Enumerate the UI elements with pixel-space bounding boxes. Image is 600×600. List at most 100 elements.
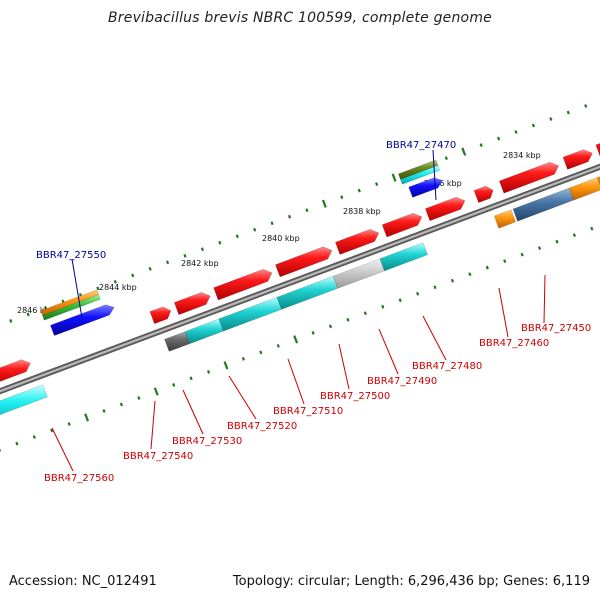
scale-tick bbox=[113, 279, 117, 284]
gene-arrow bbox=[493, 209, 516, 229]
scale-tick bbox=[497, 136, 501, 141]
gene-arrow bbox=[335, 229, 380, 255]
scale-tick bbox=[311, 330, 315, 335]
scale-tick bbox=[218, 240, 222, 245]
gene-label: BBR47_27560 bbox=[44, 473, 114, 484]
scale-tick bbox=[137, 396, 141, 400]
scale-tick bbox=[15, 441, 19, 446]
scale-tick bbox=[67, 422, 71, 426]
gene-arrow bbox=[473, 185, 494, 203]
scale-tick bbox=[148, 266, 152, 271]
label-leader-line bbox=[378, 328, 399, 375]
gene-arrow bbox=[400, 165, 441, 185]
gene-label: BBR47_27500 bbox=[320, 391, 390, 402]
genome-summary-text: Topology: circular; Length: 6,296,436 bp… bbox=[232, 574, 590, 589]
scale-tick bbox=[340, 195, 344, 200]
scale-tick bbox=[514, 130, 518, 134]
scale-tick bbox=[531, 123, 536, 128]
scale-tick bbox=[485, 265, 489, 270]
scale-tick bbox=[32, 435, 36, 439]
label-leader-line bbox=[432, 149, 437, 201]
scale-tick bbox=[270, 221, 274, 226]
label-leader-line bbox=[498, 287, 509, 338]
scale-tick bbox=[189, 376, 193, 381]
gene-arrow bbox=[408, 177, 443, 198]
scale-tick bbox=[328, 324, 333, 329]
gene-arrow bbox=[379, 242, 428, 272]
gene-label: BBR47_27540 bbox=[123, 451, 193, 462]
gene-label: BBR47_27510 bbox=[273, 406, 343, 417]
gene-arrow bbox=[149, 306, 172, 325]
gene-arrow bbox=[596, 176, 600, 186]
scale-tick bbox=[468, 272, 472, 277]
gene-arrow bbox=[568, 177, 600, 201]
genome-backbone bbox=[0, 163, 600, 395]
scale-tick bbox=[200, 247, 205, 252]
scale-tick bbox=[305, 208, 309, 213]
scale-tick bbox=[276, 343, 280, 348]
scale-tick bbox=[235, 234, 239, 239]
scale-tick bbox=[241, 356, 245, 361]
scale-tick bbox=[26, 312, 30, 317]
scale-tick bbox=[96, 286, 100, 291]
label-leader-line bbox=[150, 400, 156, 450]
scale-tick bbox=[520, 252, 524, 257]
scale-tick bbox=[381, 304, 385, 309]
scale-tick bbox=[206, 370, 211, 374]
gene-arrow bbox=[42, 294, 101, 321]
label-leader-line bbox=[228, 375, 257, 420]
gene-arrow bbox=[275, 246, 333, 278]
gene-label: BBR47_27520 bbox=[227, 421, 297, 432]
scale-label: 2836 kbp bbox=[424, 179, 462, 188]
gene-arrow bbox=[213, 268, 273, 301]
scale-tick bbox=[375, 182, 379, 187]
scale-ticks: 2834 kbp 2836 kbp 2838 kbp 2840 kbp 2842 kbp… bbox=[0, 104, 594, 452]
gene-arrow bbox=[0, 384, 48, 415]
scale-tick bbox=[444, 156, 448, 160]
gene-arrow bbox=[595, 143, 600, 158]
scale-tick bbox=[223, 361, 229, 370]
scale-label: 2844 kbp bbox=[99, 283, 137, 292]
scale-tick bbox=[50, 428, 54, 433]
gene-arrow bbox=[381, 212, 423, 238]
gene-arrow bbox=[50, 304, 115, 336]
gene-label: BBR47_27480 bbox=[412, 361, 482, 372]
scale-tick bbox=[321, 199, 327, 208]
gene-arrow bbox=[0, 359, 31, 382]
label-leader-line bbox=[338, 343, 350, 390]
scale-tick bbox=[172, 383, 176, 387]
scale-tick bbox=[503, 259, 507, 264]
gene-label: BBR47_27550 bbox=[36, 250, 106, 261]
scale-tick bbox=[450, 278, 455, 283]
gene-arrow bbox=[498, 161, 560, 194]
scale-tick bbox=[253, 227, 257, 232]
genome-title: Brevibacillus brevis NBRC 100599, comple… bbox=[108, 10, 492, 26]
scale-tick bbox=[549, 117, 553, 121]
scale-tick bbox=[153, 387, 159, 396]
scale-tick bbox=[293, 335, 299, 344]
scale-label: 2842 kbp bbox=[181, 259, 219, 268]
scale-tick bbox=[165, 260, 170, 265]
gene-features bbox=[0, 143, 600, 415]
gene-arrow bbox=[164, 331, 191, 352]
label-leader-line bbox=[287, 358, 305, 405]
scale-tick bbox=[391, 173, 397, 182]
gene-arrow bbox=[562, 149, 593, 170]
scale-tick bbox=[584, 104, 588, 108]
scale-tick bbox=[119, 402, 124, 407]
scale-tick bbox=[537, 246, 542, 251]
scale-tick bbox=[566, 110, 570, 115]
scale-tick bbox=[363, 311, 367, 316]
scale-label: 2846 kbp bbox=[17, 306, 55, 315]
gene-label: BBR47_27530 bbox=[172, 436, 242, 447]
scale-tick bbox=[259, 350, 263, 355]
scale-tick bbox=[346, 317, 350, 322]
gene-labels: BBR47_27470 BBR47_27550 BBR47_27450 BBR47_2… bbox=[36, 140, 591, 484]
scale-tick bbox=[102, 409, 106, 413]
scale-tick bbox=[84, 413, 90, 422]
scale-tick bbox=[287, 214, 292, 219]
scale-tick bbox=[572, 233, 577, 238]
gene-arrow bbox=[424, 196, 466, 222]
gene-arrow bbox=[218, 296, 282, 332]
scale-tick bbox=[9, 319, 13, 323]
